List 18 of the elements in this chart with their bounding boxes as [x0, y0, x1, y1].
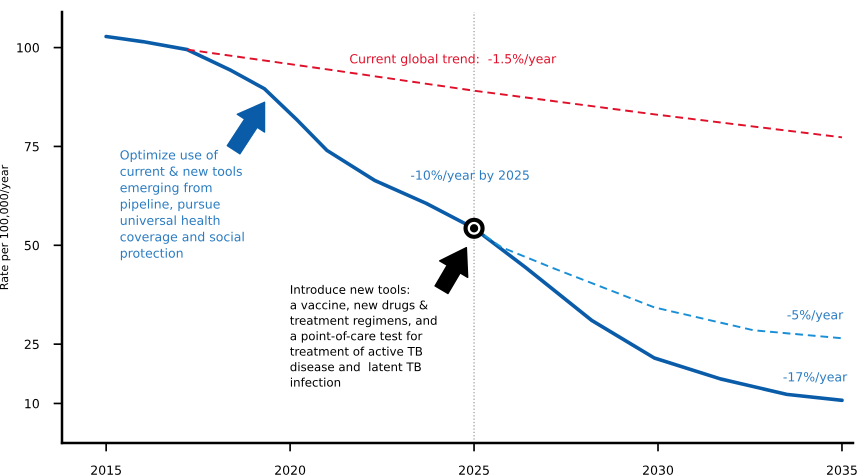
y-tick-label: 25 — [24, 340, 39, 350]
x-tick-label: 2025 — [459, 465, 489, 475]
y-axis-title: Rate per 100,000/year — [0, 164, 10, 290]
annotation: -17%/year — [783, 372, 848, 384]
x-tick-label: 2015 — [91, 465, 121, 475]
annotation: Current global trend: -1.5%/year — [350, 54, 556, 66]
y-tick-label: 100 — [17, 43, 39, 53]
y-tick-label: 10 — [25, 398, 39, 408]
y-tick-label: 50 — [24, 240, 39, 250]
annotation: -5%/year — [787, 310, 844, 322]
x-tick-label: 2020 — [275, 465, 306, 475]
annotation: Optimize use of current & new tools emerging from pipeline, pursue universal health coverage and social protection — [120, 150, 244, 260]
line-series — [186, 48, 843, 138]
x-tick-label: 2035 — [826, 465, 857, 475]
annotation: Introduce new tools: a vaccine, new drugs & treatment regimens, and a point-of-care test for treatment of active TB disease and latent TB infection — [290, 284, 436, 387]
annotation: -10%/year by 2025 — [411, 170, 529, 182]
y-tick-label: 75 — [24, 142, 39, 152]
x-tick-label: 2030 — [643, 465, 674, 475]
